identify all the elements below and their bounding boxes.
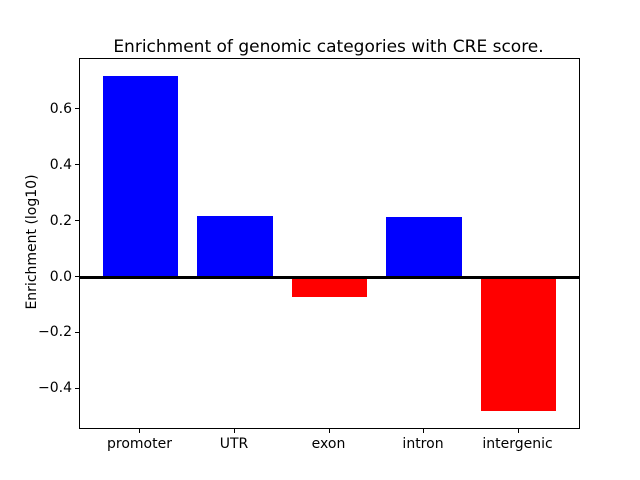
y-tick-label: 0.0 [49,268,72,285]
y-tick-mark [75,276,79,278]
bar-intergenic [480,277,557,412]
bar-UTR [197,215,273,278]
bar-promoter [102,75,179,278]
x-tick-mark [423,429,424,433]
x-tick-label-exon: exon [311,436,346,452]
x-tick-label-promoter: promoter [107,436,172,452]
y-tick-mark [75,164,79,166]
x-tick-mark [328,429,330,433]
y-tick-label: −0.2 [38,324,72,341]
chart-title: Enrichment of genomic categories with CR… [113,37,544,57]
y-tick-mark [75,108,79,110]
y-tick-label: 0.6 [49,100,72,117]
bar-exon [291,277,368,297]
x-tick-label-intron: intron [402,436,444,452]
y-tick-mark [75,387,79,389]
x-tick-mark [139,429,141,433]
y-tick-mark [75,220,79,222]
y-tick-label: 0.4 [49,156,72,173]
x-tick-mark [233,429,235,433]
zero-line [80,275,579,279]
x-tick-label-UTR: UTR [219,436,249,452]
y-tick-mark [75,331,79,333]
y-tick-label: 0.2 [49,212,72,229]
bar-intron [386,216,462,278]
y-axis-label: Enrichment (log10) [24,174,40,310]
x-tick-mark [517,429,519,433]
x-tick-label-intergenic: intergenic [482,436,553,452]
plot-area [79,58,580,429]
y-tick-label: −0.4 [38,380,72,397]
